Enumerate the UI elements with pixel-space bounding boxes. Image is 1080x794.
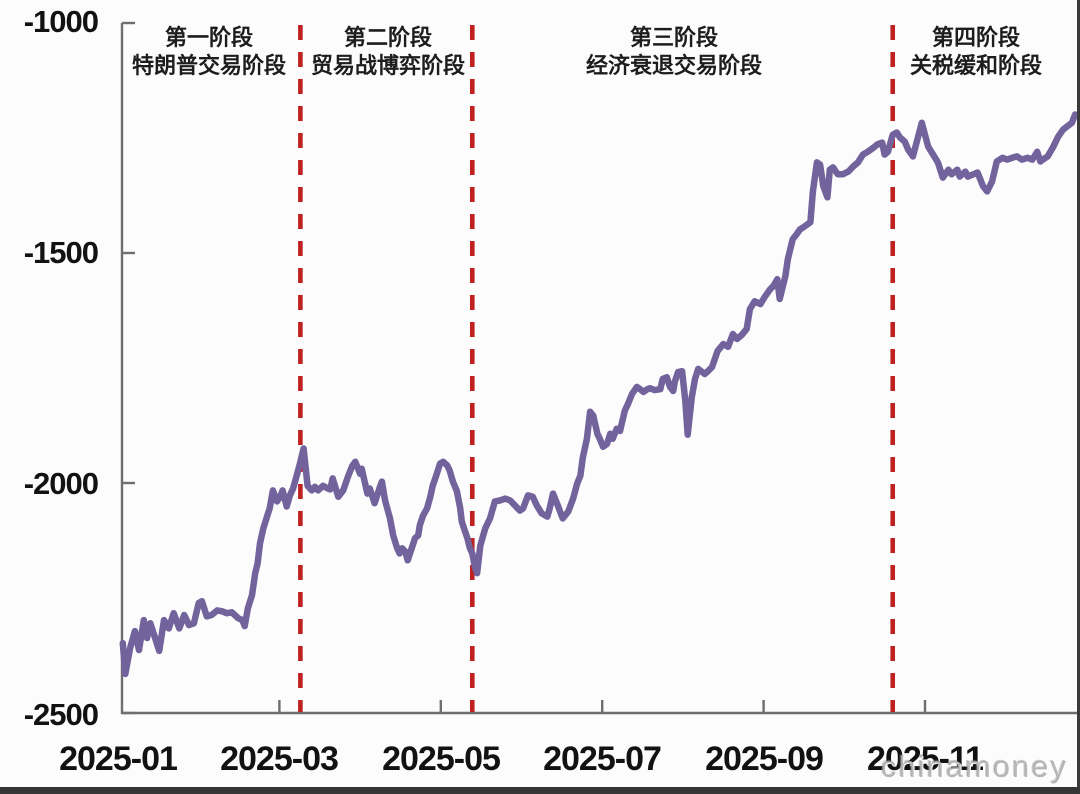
y-axis-tick-label: -1000: [23, 4, 99, 39]
x-axis-tick-label: 2025-11: [867, 740, 984, 778]
x-axis-tick-label: 2025-09: [705, 740, 824, 778]
phase-title: 第三阶段: [629, 25, 719, 50]
series: [119, 111, 1079, 678]
phase-subtitle: 关税缓和阶段: [909, 53, 1043, 78]
x-axis-tick-label: 2025-07: [543, 740, 662, 778]
x-axis-tick-label: 2025-03: [220, 740, 339, 778]
y-axis-tick-label: -2000: [23, 466, 99, 501]
series-line: [119, 111, 1079, 678]
screenshot-edge-right: [1077, 0, 1080, 794]
phase-label-4: 第四阶段 关税缓和阶段: [910, 24, 1042, 80]
x-axis-tick-label: 2025-01: [59, 740, 178, 778]
phase-divider-lines: [298, 25, 896, 712]
chinamoney-watermark: chinamoney: [880, 749, 1068, 784]
screenshot-edge-bottom: [0, 787, 1080, 794]
phase-label-2: 第二阶段 贸易战博弈阶段: [311, 24, 465, 80]
phase-title: 第四阶段: [931, 25, 1021, 50]
phase-subtitle: 经济衰退交易阶段: [585, 53, 763, 78]
x-axis-tick-label: 2025-05: [382, 740, 501, 778]
phase-label-3: 第三阶段 经济衰退交易阶段: [586, 24, 762, 80]
phase-label-1: 第一阶段 特朗普交易阶段: [132, 24, 286, 80]
axes: [120, 21, 1080, 715]
phase-subtitle: 贸易战博弈阶段: [310, 53, 466, 78]
phase-title: 第二阶段: [343, 25, 433, 50]
phase-subtitle: 特朗普交易阶段: [131, 53, 287, 78]
y-axis-tick-label: -1500: [23, 235, 99, 270]
phase-title: 第一阶段: [164, 25, 254, 50]
axis-frame: [120, 23, 1080, 715]
y-axis-tick-label: -2500: [23, 697, 99, 732]
